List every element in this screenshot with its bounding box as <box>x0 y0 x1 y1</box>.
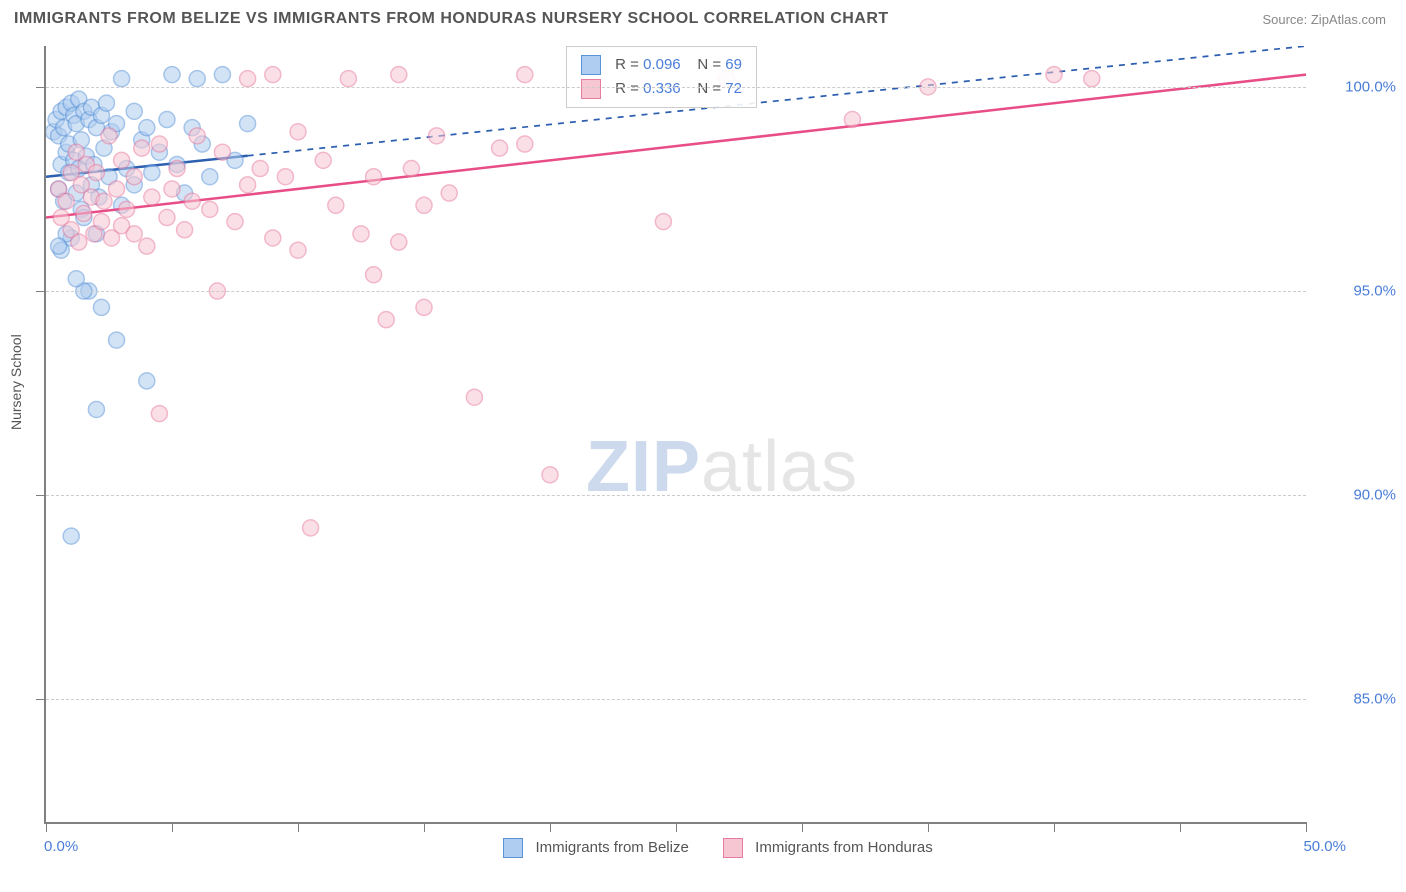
n-label: N = <box>697 56 721 73</box>
y-tick <box>36 291 46 292</box>
y-tick-label: 90.0% <box>1316 487 1396 504</box>
x-tick <box>1054 822 1055 832</box>
y-tick-label: 100.0% <box>1316 78 1396 95</box>
swatch-belize-icon <box>503 838 523 858</box>
x-tick <box>172 822 173 832</box>
n-label: N = <box>697 80 721 97</box>
chart-svg <box>46 46 1306 822</box>
r-value-belize: 0.096 <box>643 56 681 73</box>
x-tick <box>46 822 47 832</box>
y-axis-label: Nursery School <box>8 334 24 430</box>
x-tick <box>550 822 551 832</box>
y-tick-label: 85.0% <box>1316 691 1396 708</box>
stat-legend: R = 0.096 N = 69 R = 0.336 N = 72 <box>566 46 757 108</box>
swatch-belize-icon <box>581 55 601 75</box>
y-tick-label: 95.0% <box>1316 283 1396 300</box>
grid-line <box>46 291 1306 292</box>
n-value-honduras: 72 <box>725 80 742 97</box>
x-tick <box>676 822 677 832</box>
swatch-honduras-icon <box>723 838 743 858</box>
legend-label-belize: Immigrants from Belize <box>535 839 688 856</box>
n-value-belize: 69 <box>725 56 742 73</box>
r-label: R = <box>615 80 639 97</box>
swatch-honduras-icon <box>581 79 601 99</box>
stat-row-belize: R = 0.096 N = 69 <box>581 53 742 77</box>
grid-line <box>46 699 1306 700</box>
source-label: Source: ZipAtlas.com <box>1262 12 1386 27</box>
grid-line <box>46 495 1306 496</box>
y-tick <box>36 495 46 496</box>
legend-label-honduras: Immigrants from Honduras <box>755 839 933 856</box>
plot-area: ZIPatlas R = 0.096 N = 69 R = 0.336 N = … <box>44 46 1306 824</box>
x-tick <box>802 822 803 832</box>
r-label: R = <box>615 56 639 73</box>
x-tick <box>1180 822 1181 832</box>
bottom-legend: Immigrants from Belize Immigrants from H… <box>0 838 1406 858</box>
y-tick <box>36 87 46 88</box>
x-tick <box>928 822 929 832</box>
stat-row-honduras: R = 0.336 N = 72 <box>581 77 742 101</box>
x-tick <box>1306 822 1307 832</box>
x-tick <box>424 822 425 832</box>
grid-line <box>46 87 1306 88</box>
chart-title: IMMIGRANTS FROM BELIZE VS IMMIGRANTS FRO… <box>14 10 889 28</box>
y-tick <box>36 699 46 700</box>
x-tick <box>298 822 299 832</box>
r-value-honduras: 0.336 <box>643 80 681 97</box>
